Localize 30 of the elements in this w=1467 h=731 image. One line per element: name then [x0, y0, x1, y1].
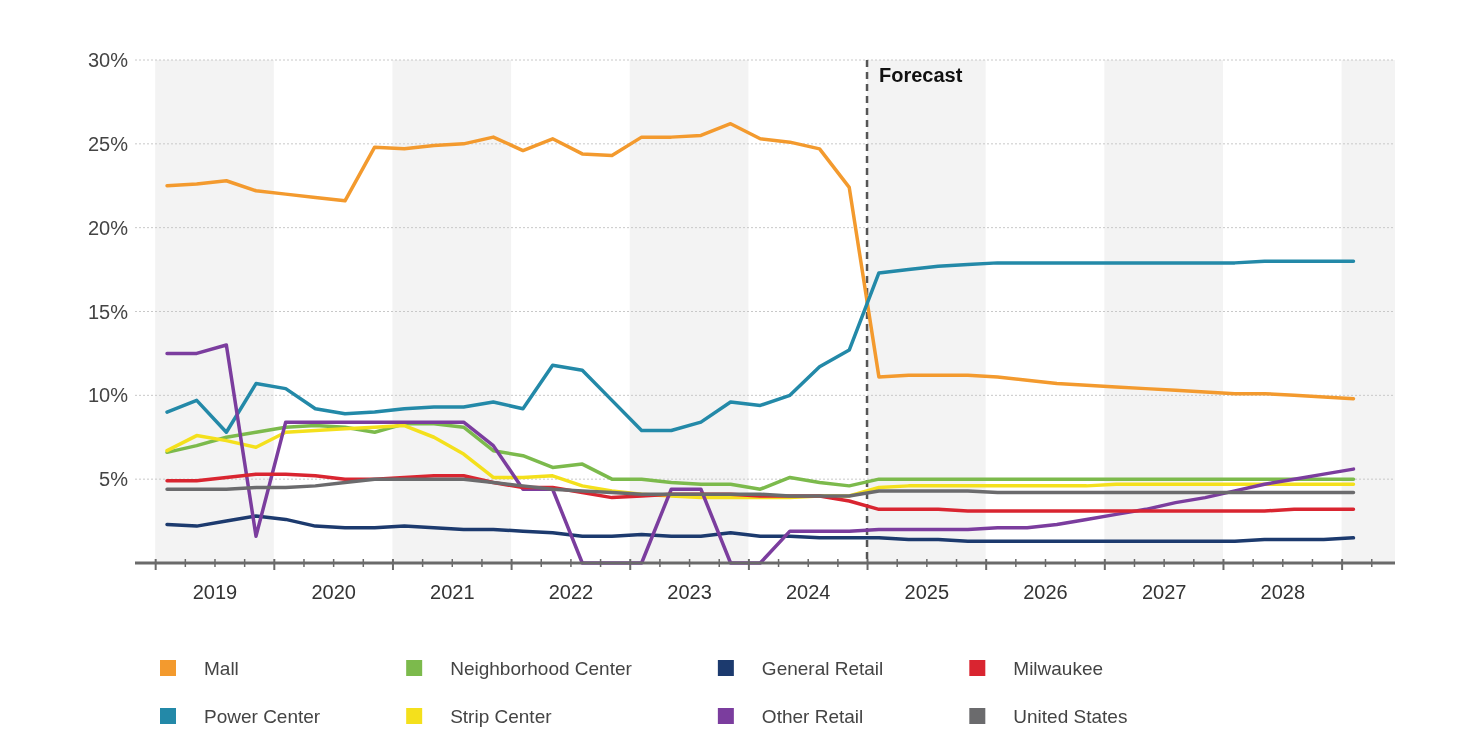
x-tick-label: 2027 — [1141, 581, 1187, 604]
x-tick-label: 2023 — [667, 581, 712, 604]
y-tick-label: 25% — [87, 132, 129, 155]
ref-line-label: Forecast — [879, 64, 963, 86]
line-series — [165, 343, 1356, 565]
legend-label: Strip Center — [450, 705, 553, 727]
x-tick-label: 2022 — [548, 581, 594, 604]
x-tick-label: 2019 — [192, 581, 238, 604]
line-series — [165, 121, 1356, 401]
y-tick-label: 5% — [99, 468, 129, 491]
y-tick-label: 15% — [87, 300, 129, 323]
legend-label: Power Center — [204, 705, 321, 727]
y-tick-label: 10% — [87, 384, 129, 407]
x-tick-label: 2024 — [785, 581, 831, 604]
legend-label: Other Retail — [761, 705, 864, 727]
y-tick-label: 20% — [87, 216, 129, 239]
line-series — [165, 477, 1356, 498]
line-series — [165, 259, 1356, 434]
x-tick-label: 2028 — [1260, 581, 1306, 604]
x-tick-label: 2026 — [1023, 581, 1068, 604]
x-tick-label: 2020 — [311, 581, 356, 604]
legend-label: Milwaukee — [1013, 657, 1104, 679]
legend-label: Mall — [204, 657, 239, 679]
legend-label: General Retail — [761, 657, 884, 679]
legend-label: United States — [1013, 705, 1128, 727]
line-series — [165, 514, 1356, 543]
y-tick-label: 30% — [87, 49, 129, 71]
x-tick-label: 2021 — [430, 581, 475, 604]
x-tick-label: 2025 — [904, 581, 950, 604]
legend-label: Neighborhood Center — [450, 657, 633, 679]
